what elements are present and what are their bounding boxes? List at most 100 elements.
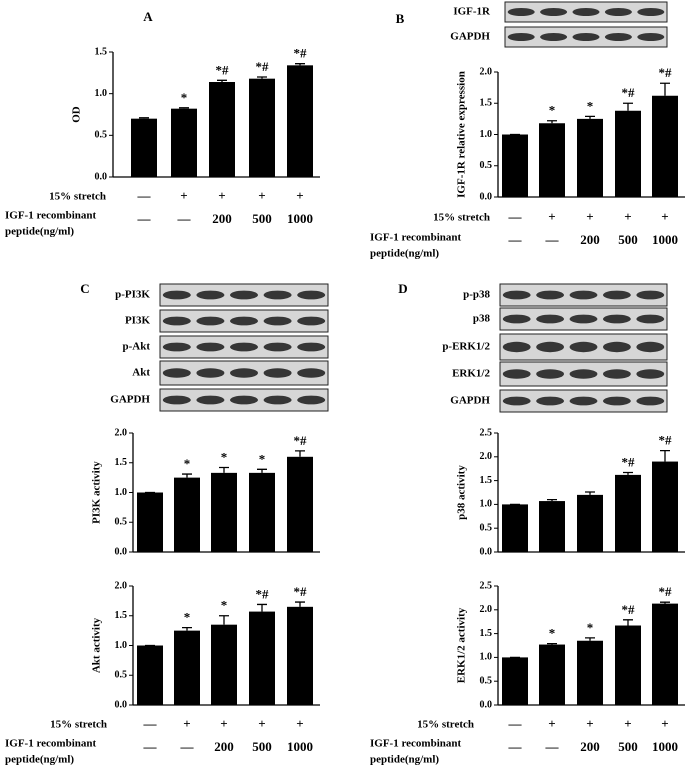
treatment-level: — xyxy=(177,211,192,226)
treatment-level: + xyxy=(586,716,593,731)
significance-mark: * xyxy=(221,598,228,613)
blot-band xyxy=(602,369,631,379)
bar xyxy=(577,640,603,705)
treatment-level: — xyxy=(508,209,523,224)
treatment-level: + xyxy=(220,716,227,731)
treatment-level: + xyxy=(258,716,265,731)
blot-band xyxy=(536,290,565,300)
blot-band xyxy=(636,290,665,300)
error-bar xyxy=(179,107,189,109)
treatment-label: peptide(ng/ml) xyxy=(370,248,439,260)
treatment-label: 15% stretch xyxy=(433,212,490,224)
blot-band xyxy=(297,342,326,352)
y-tick-label: 1.5 xyxy=(115,610,128,621)
significance-mark: *# xyxy=(622,454,636,469)
y-tick-label: 0.0 xyxy=(480,191,493,202)
blot-band xyxy=(536,396,565,406)
treatment-level: — xyxy=(180,739,195,754)
blot-label: p-ERK1/2 xyxy=(442,341,490,353)
significance-mark: * xyxy=(259,451,266,466)
y-tick-label: 0.5 xyxy=(95,130,108,141)
error-bar xyxy=(295,63,305,66)
blot-band xyxy=(540,33,568,41)
bar xyxy=(502,504,528,552)
blot-band xyxy=(569,369,598,379)
significance-mark: *# xyxy=(294,433,308,448)
treatment-level: + xyxy=(624,209,631,224)
significance-mark: *# xyxy=(256,59,270,74)
significance-mark: * xyxy=(181,90,188,105)
blot-band xyxy=(572,8,600,16)
blot-band xyxy=(162,342,191,352)
error-bar xyxy=(585,637,595,641)
y-tick-label: 1.0 xyxy=(95,88,108,99)
blot-band xyxy=(297,290,326,300)
treatment-level: 200 xyxy=(580,739,600,754)
error-bar xyxy=(217,79,227,82)
treatment-level: 500 xyxy=(252,739,272,754)
error-bar xyxy=(585,491,595,495)
blot-label: Akt xyxy=(132,367,150,379)
y-tick-label: 1.0 xyxy=(115,640,128,651)
blot-band xyxy=(230,395,258,405)
blot-band xyxy=(263,342,292,352)
blot-band xyxy=(297,368,326,378)
blot-band xyxy=(263,395,292,405)
treatment-level: — xyxy=(143,739,158,754)
blot-label: p-Akt xyxy=(122,341,150,353)
panel-letter: A xyxy=(143,9,153,24)
y-tick-label: 2.0 xyxy=(115,580,128,591)
treatment-level: + xyxy=(183,716,190,731)
bar xyxy=(577,494,603,552)
blot-band xyxy=(196,342,225,352)
y-tick-label: 0.0 xyxy=(95,171,108,182)
treatment-label: 15% stretch xyxy=(50,719,107,731)
panel-letter: B xyxy=(396,11,405,26)
treatment-label: peptide(ng/ml) xyxy=(5,754,74,766)
y-tick-label: 1.0 xyxy=(480,499,493,510)
blot-band xyxy=(196,290,225,300)
blot-band xyxy=(540,8,568,16)
blot-label: GAPDH xyxy=(450,395,490,407)
bar xyxy=(539,123,565,197)
bar xyxy=(615,625,641,705)
significance-mark: * xyxy=(549,103,556,118)
blot-label: p38 xyxy=(473,313,491,325)
error-bar xyxy=(182,473,192,478)
treatment-label: IGF-1 recombinant xyxy=(5,210,96,222)
y-tick-label: 0.0 xyxy=(480,699,493,710)
treatment-level: + xyxy=(548,209,555,224)
significance-mark: * xyxy=(587,98,594,113)
error-bar xyxy=(139,117,149,119)
y-axis-label: IGF-1R relative expression xyxy=(456,71,468,198)
blot-band xyxy=(263,290,292,300)
blot-band xyxy=(502,290,531,300)
treatment-level: + xyxy=(661,716,668,731)
bar xyxy=(137,492,163,552)
error-bar xyxy=(182,627,192,631)
blot-band xyxy=(507,8,535,16)
treatment-level: — xyxy=(508,716,523,731)
error-bar xyxy=(257,468,267,473)
error-bar xyxy=(547,642,557,645)
treatment-level: 1000 xyxy=(287,739,313,754)
treatment-level: 200 xyxy=(580,232,600,247)
treatment-level: + xyxy=(258,188,265,203)
bar xyxy=(502,134,528,197)
error-bar xyxy=(623,471,633,475)
y-tick-label: 2.5 xyxy=(480,427,493,438)
blot-band xyxy=(502,396,531,406)
bar xyxy=(652,461,678,552)
significance-mark: *# xyxy=(622,85,636,100)
treatment-level: + xyxy=(296,188,303,203)
y-tick-label: 1.0 xyxy=(480,129,493,140)
treatment-level: 1000 xyxy=(652,232,678,247)
blot-label: ERK1/2 xyxy=(452,368,490,380)
significance-mark: * xyxy=(221,449,228,464)
error-bar xyxy=(295,601,305,607)
blot-band xyxy=(297,395,326,405)
significance-mark: *# xyxy=(659,584,673,599)
blot-band xyxy=(604,8,632,16)
y-tick-label: 1.5 xyxy=(480,475,493,486)
significance-mark: *# xyxy=(256,586,270,601)
